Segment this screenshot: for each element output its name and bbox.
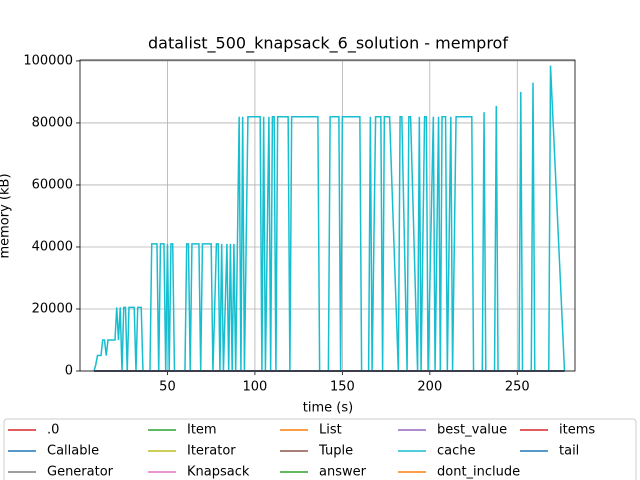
x-axis-label: time (s) [303,401,353,416]
x-tick-label: 150 [330,380,355,395]
y-tick-label: 0 [65,364,73,379]
y-tick-label: 20000 [32,301,73,316]
x-tick-label: 250 [505,380,530,395]
legend-label: best_value [437,423,507,438]
y-tick-label: 100000 [23,53,73,68]
legend-label: Item [187,423,217,438]
legend-label: Callable [47,444,99,459]
legend-label: Tuple [318,444,353,459]
y-tick-label: 60000 [32,177,73,192]
plot-frame [79,59,576,372]
x-tick-label: 50 [159,380,176,395]
legend-label: dont_include [437,465,520,480]
x-tick-label: 100 [242,380,267,395]
series-line [93,65,566,372]
legend-label: Iterator [187,444,236,459]
legend-label: cache [437,444,476,459]
chart-title: datalist_500_knapsack_6_solution - mempr… [148,34,508,54]
y-tick-label: 80000 [32,115,73,130]
legend-label: Generator [47,465,114,480]
legend-label: Knapsack [187,465,250,480]
legend-label: tail [559,444,579,459]
legend-label: items [559,423,595,438]
x-tick-label: 200 [417,380,442,395]
y-tick-label: 40000 [32,239,73,254]
legend-box [3,418,637,480]
legend-label: answer [319,465,367,480]
legend-label: List [319,423,342,438]
y-axis-label: memory (kB) [0,173,13,258]
legend-label: .0 [47,423,59,438]
